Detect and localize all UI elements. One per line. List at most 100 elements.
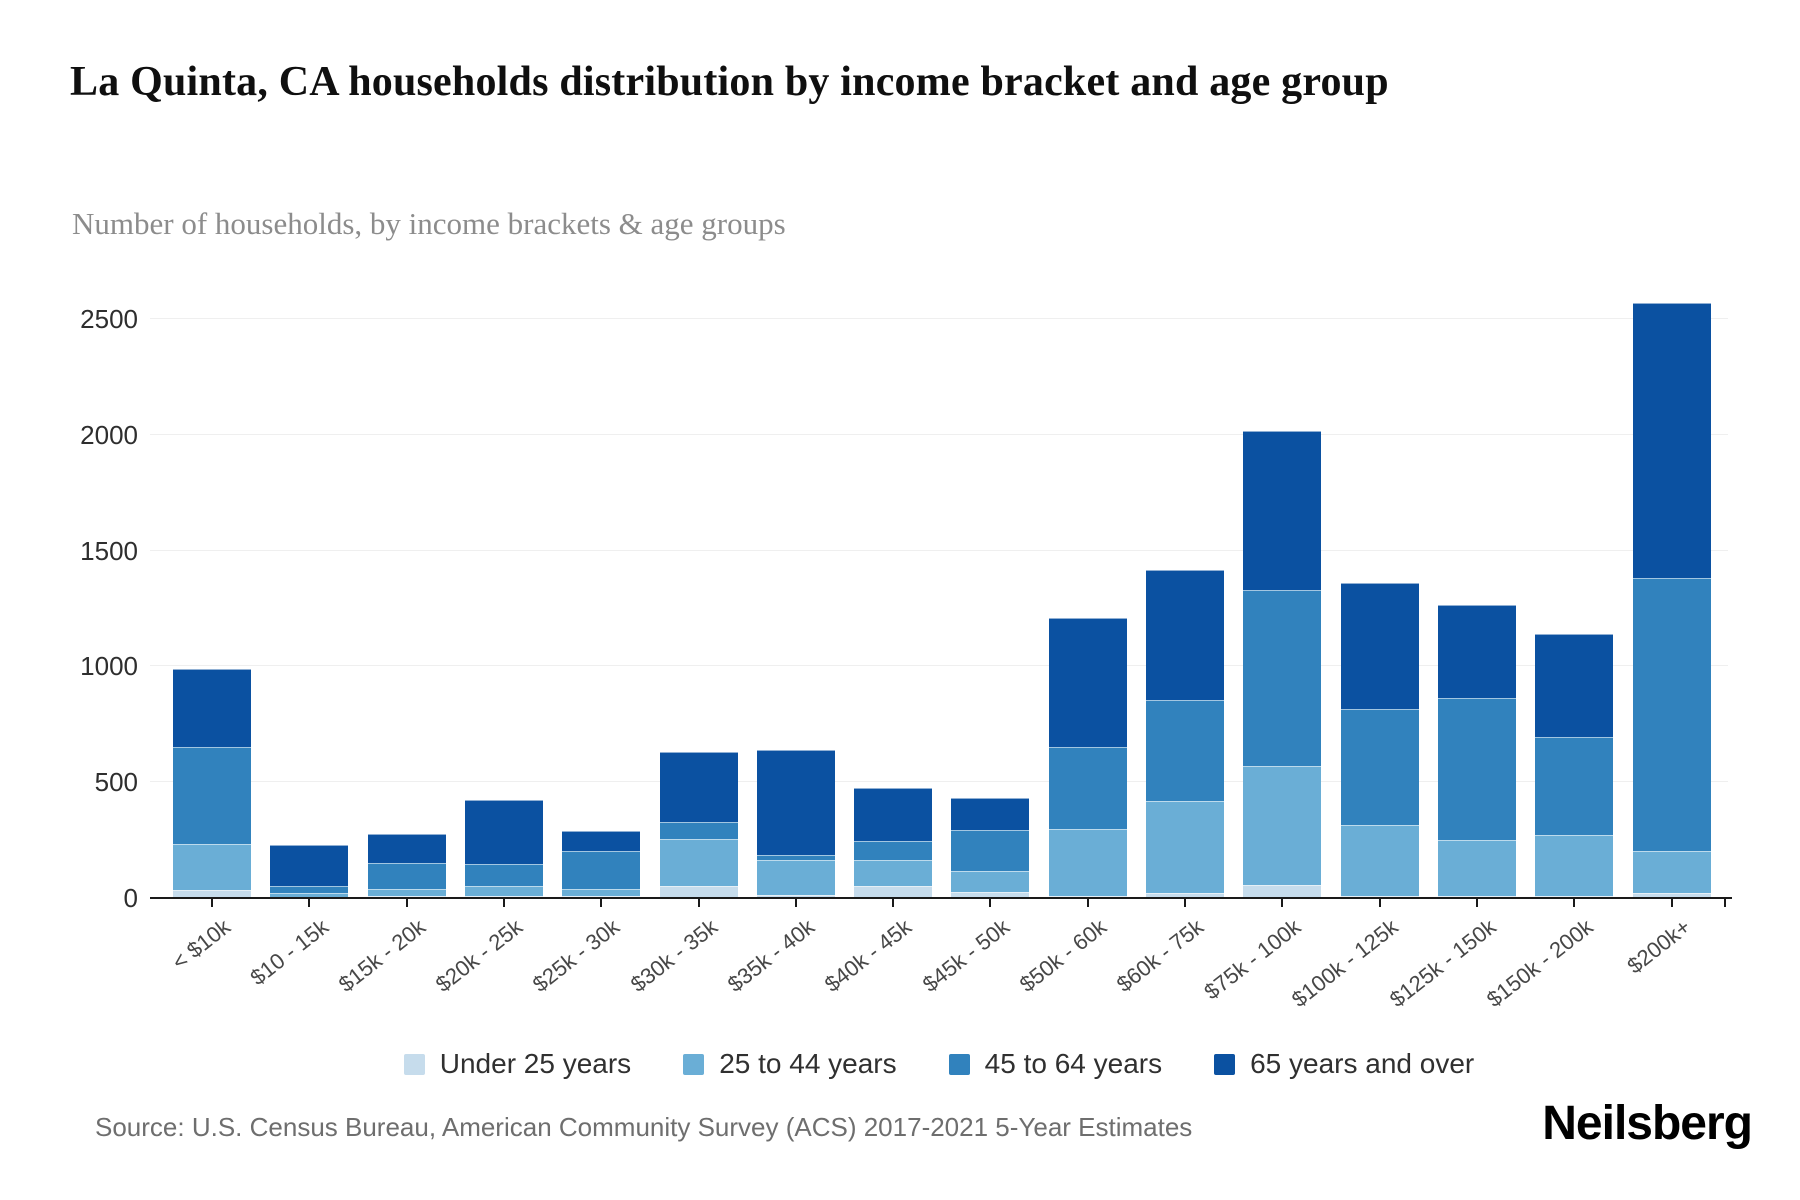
x-axis-tick-label: $20k - 25k (430, 914, 528, 997)
bar-segment[interactable] (562, 850, 641, 889)
bar-segment[interactable] (659, 752, 738, 822)
bar-segment[interactable] (173, 668, 251, 748)
bar-segment[interactable] (1243, 431, 1322, 590)
bar-segment[interactable] (1340, 583, 1419, 710)
bar-segment[interactable] (854, 788, 933, 842)
bar-125k-150k[interactable] (1437, 605, 1516, 898)
bar-segment[interactable] (1632, 850, 1711, 894)
bar-segment[interactable] (1048, 828, 1127, 896)
bar-segment[interactable] (270, 886, 349, 894)
bar-30k-35k[interactable] (659, 752, 738, 898)
x-axis-tick (1670, 899, 1673, 907)
bar-segment[interactable] (367, 834, 446, 864)
bar-segment[interactable] (270, 893, 349, 897)
bar-segment[interactable] (756, 855, 835, 860)
bar-segment[interactable] (562, 830, 641, 851)
bar-segment[interactable] (1632, 893, 1711, 898)
bar-segment[interactable] (756, 894, 835, 898)
bar-segment[interactable] (1146, 700, 1224, 801)
neilsberg-logo[interactable]: Neilsberg (1542, 1097, 1753, 1150)
bar-segment[interactable] (367, 895, 446, 898)
gridline-1000 (150, 665, 1728, 667)
bar-segment[interactable] (562, 888, 641, 896)
bar-segment[interactable] (1048, 617, 1127, 748)
bar-segment[interactable] (1535, 634, 1614, 738)
bar-segment[interactable] (173, 843, 251, 890)
bar-segment[interactable] (659, 821, 738, 839)
bar-10-15k[interactable] (270, 844, 349, 898)
bar-150k-200k[interactable] (1535, 634, 1614, 898)
bar-60k-75k[interactable] (1146, 570, 1224, 898)
legend-swatch-icon (683, 1053, 705, 1075)
bar-segment[interactable] (1146, 800, 1224, 894)
x-axis-tick (1086, 899, 1089, 907)
page-subtitle: Number of households, by income brackets… (72, 206, 786, 241)
chart-legend: Under 25 years 25 to 44 years 45 to 64 yea… (150, 1048, 1728, 1080)
bar-segment[interactable] (1437, 840, 1516, 896)
bar-segment[interactable] (951, 871, 1030, 893)
x-axis-tick (989, 899, 992, 907)
bar-segment[interactable] (1146, 893, 1224, 898)
bar-segment[interactable] (367, 863, 446, 889)
bar-segment[interactable] (1340, 895, 1419, 898)
bar-segment[interactable] (1048, 895, 1127, 898)
bar-segment[interactable] (464, 886, 543, 896)
bar-segment[interactable] (1632, 578, 1711, 851)
legend-item-25-to-44-years[interactable]: 25 to 44 years (683, 1048, 897, 1080)
bar-segment[interactable] (464, 799, 543, 865)
bar-segment[interactable] (854, 841, 933, 860)
bar-10k[interactable] (173, 668, 251, 898)
bar-segment[interactable] (1048, 747, 1127, 829)
bar-segment[interactable] (1340, 825, 1419, 896)
bar-segment[interactable] (951, 892, 1030, 898)
bar-segment[interactable] (1535, 835, 1614, 896)
bar-segment[interactable] (1340, 709, 1419, 826)
bar-segment[interactable] (464, 895, 543, 898)
bar-100k-125k[interactable] (1340, 583, 1419, 898)
bar-segment[interactable] (1243, 885, 1322, 898)
bar-75k-100k[interactable] (1243, 431, 1322, 898)
x-axis-tick (697, 899, 700, 907)
x-axis-tick (502, 899, 505, 907)
bar-segment[interactable] (1535, 737, 1614, 836)
x-axis-tick-label: $30k - 35k (625, 914, 722, 997)
bar-segment[interactable] (270, 844, 349, 887)
bar-segment[interactable] (1146, 570, 1224, 700)
bar-50k-60k[interactable] (1048, 617, 1127, 898)
bar-segment[interactable] (173, 889, 251, 898)
bar-15k-20k[interactable] (367, 834, 446, 898)
x-axis-tick-label: $60k - 75k (1112, 914, 1209, 997)
x-axis-tick (600, 899, 603, 907)
bar-segment[interactable] (951, 798, 1030, 830)
bar-segment[interactable] (756, 859, 835, 895)
bar-segment[interactable] (562, 895, 641, 898)
legend-item-65-years-and-over[interactable]: 65 years and over (1214, 1048, 1474, 1080)
bar-segment[interactable] (464, 864, 543, 887)
legend-label: 45 to 64 years (984, 1048, 1163, 1079)
gridline-500 (150, 781, 1728, 783)
bar-segment[interactable] (1535, 895, 1614, 898)
bar-segment[interactable] (1437, 605, 1516, 698)
bar-segment[interactable] (854, 886, 933, 898)
bar-segment[interactable] (1243, 589, 1322, 766)
x-axis-tick (405, 899, 408, 907)
bar-segment[interactable] (1632, 302, 1711, 579)
bar-45k-50k[interactable] (951, 798, 1030, 898)
bar-200k[interactable] (1632, 302, 1711, 898)
bar-segment[interactable] (367, 888, 446, 896)
bar-35k-40k[interactable] (756, 749, 835, 898)
legend-item-45-to-64-years[interactable]: 45 to 64 years (948, 1048, 1163, 1080)
bar-25k-30k[interactable] (562, 830, 641, 898)
bar-segment[interactable] (659, 886, 738, 898)
bar-segment[interactable] (1437, 697, 1516, 841)
bar-segment[interactable] (659, 838, 738, 887)
bar-segment[interactable] (1243, 766, 1322, 886)
bar-segment[interactable] (1437, 895, 1516, 898)
legend-item-under-25-years[interactable]: Under 25 years (403, 1048, 631, 1080)
bar-segment[interactable] (951, 829, 1030, 872)
bar-segment[interactable] (756, 749, 835, 856)
bar-segment[interactable] (173, 747, 251, 844)
bar-20k-25k[interactable] (464, 799, 543, 898)
bar-segment[interactable] (854, 859, 933, 887)
bar-40k-45k[interactable] (854, 788, 933, 898)
